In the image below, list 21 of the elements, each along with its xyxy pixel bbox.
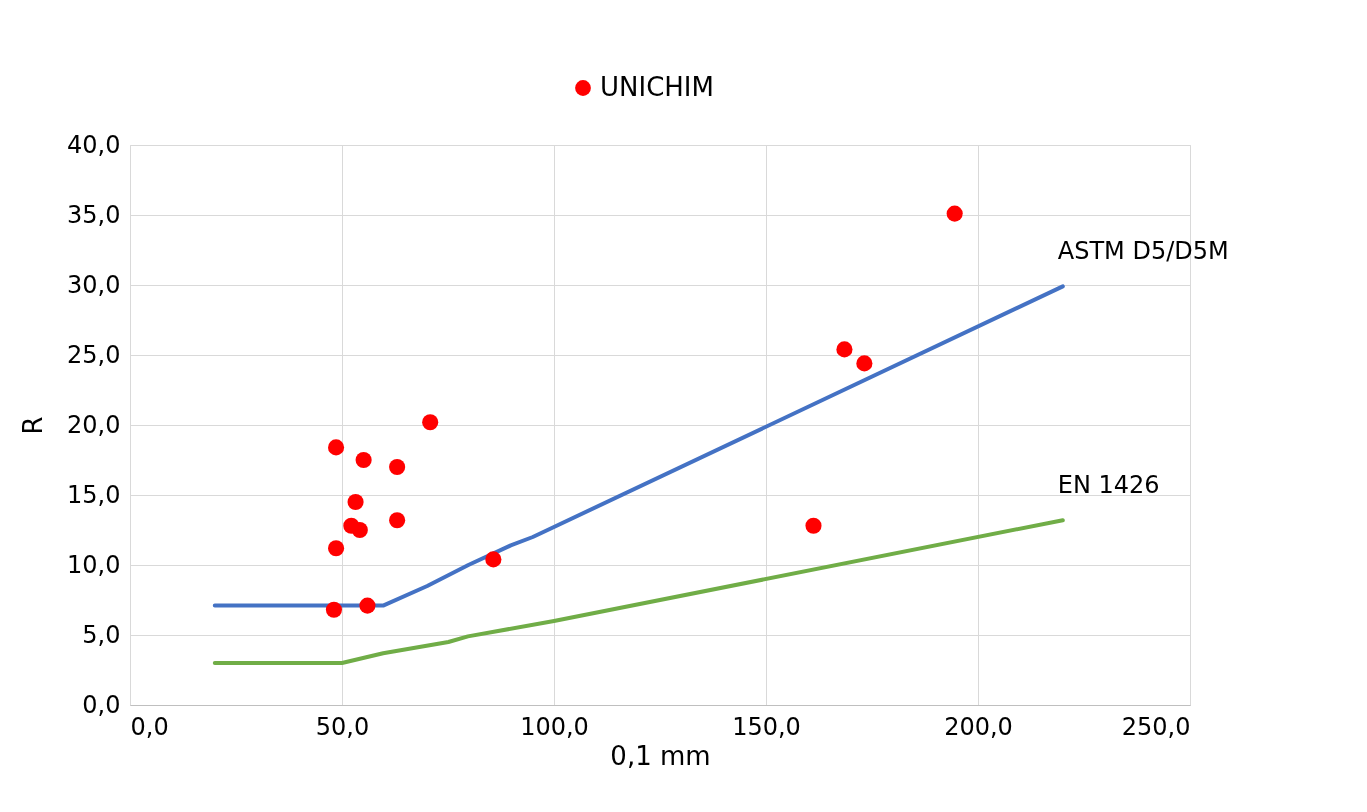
legend-label: UNICHIM [600,72,714,102]
line-series [212,518,1065,665]
x-tick-label: 0,0 [130,712,169,741]
x-tick-label: 200,0 [944,712,1013,741]
series-label: ASTM D5/D5M [1057,237,1229,266]
y-axis-title: R [18,416,49,435]
y-tick-label: 0,0 [82,690,121,719]
y-tick-label: 10,0 [67,550,121,579]
y-tick-label: 40,0 [67,130,121,159]
series-label: EN 1426 [1057,471,1160,500]
y-tick-label: 5,0 [82,620,121,649]
y-tick-label: 15,0 [67,480,121,509]
y-tick-label: 35,0 [67,200,121,229]
x-axis-title: 0,1 mm [610,740,711,771]
x-tick-label: 50,0 [315,712,370,741]
y-tick-label: 20,0 [67,410,121,439]
y-tick-label: 30,0 [67,270,121,299]
y-tick-label: 25,0 [67,340,121,369]
x-tick-label: 150,0 [732,712,801,741]
x-tick-label: 100,0 [520,712,589,741]
x-tick-label: 250,0 [1121,712,1191,741]
